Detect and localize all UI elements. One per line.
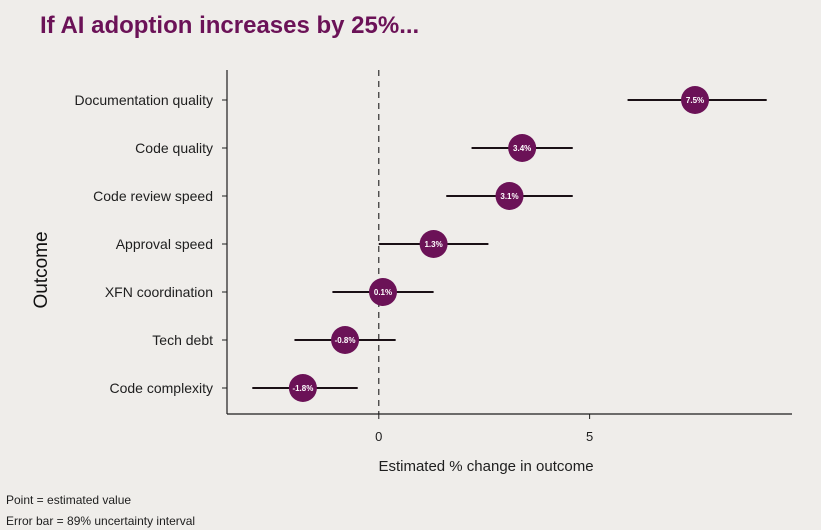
chart-title: If AI adoption increases by 25%...: [40, 12, 420, 39]
x-tick-label: 0: [375, 429, 382, 444]
point-value-label: -0.8%: [335, 336, 356, 345]
point-value-label: 0.1%: [374, 288, 392, 297]
point-marker: [419, 230, 448, 258]
point-value-label: -1.8%: [292, 384, 313, 393]
point-value-label: 3.1%: [500, 192, 518, 201]
point-marker: [331, 326, 360, 354]
points: 7.5% 3.4% 3.1% 1.3% 0.1% -0.8% -1.8%: [288, 86, 710, 402]
category-label: Code quality: [135, 140, 213, 156]
x-axis-title: Estimated % change in outcome: [378, 458, 593, 475]
point-marker: [288, 374, 317, 402]
legend-note-error-bar: Error bar = 89% uncertainty interval: [6, 514, 196, 528]
point-value-label: 7.5%: [686, 96, 704, 105]
point-marker: [369, 278, 398, 306]
category-label: Approval speed: [116, 236, 213, 252]
category-label: Tech debt: [152, 332, 213, 348]
category-label: Code complexity: [110, 380, 214, 396]
category-label: Documentation quality: [74, 92, 213, 108]
point-marker: [495, 182, 524, 210]
point-marker: [508, 134, 537, 162]
y-axis-title: Outcome: [31, 231, 52, 308]
category-label: Code review speed: [93, 188, 213, 204]
x-tick-label: 5: [586, 429, 593, 444]
category-labels: Documentation quality Code quality Code re…: [74, 92, 213, 396]
category-label: XFN coordination: [105, 284, 213, 300]
point-value-label: 3.4%: [513, 144, 531, 153]
point-marker: [681, 86, 710, 114]
point-value-label: 1.3%: [424, 240, 442, 249]
legend-note-point: Point = estimated value: [6, 493, 132, 507]
